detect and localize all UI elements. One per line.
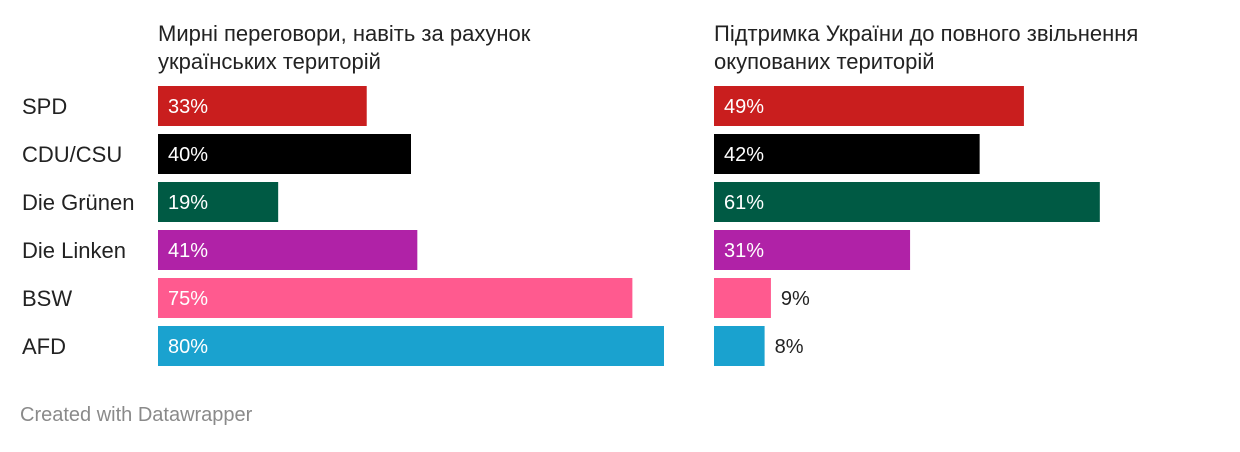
value-label: 19% (168, 192, 208, 214)
bar-afd[interactable] (714, 326, 765, 366)
bar-die-gr-nen[interactable] (714, 182, 1100, 222)
category-label: AFD (22, 334, 66, 359)
category-label: BSW (22, 286, 72, 311)
bar-bsw[interactable] (158, 278, 633, 318)
bar-cdu-csu[interactable] (714, 134, 980, 174)
category-label: SPD (22, 94, 67, 119)
value-label: 8% (775, 336, 804, 358)
value-label: 80% (168, 336, 208, 358)
value-label: 33% (168, 96, 208, 118)
panel-title-support-ukraine: Підтримка України до повного звільнення … (714, 21, 1139, 74)
value-label: 40% (168, 144, 208, 166)
bar-spd[interactable] (714, 86, 1024, 126)
bar-die-linken[interactable] (714, 230, 911, 270)
value-label: 41% (168, 240, 208, 262)
datawrapper-credit[interactable]: Created with Datawrapper (20, 404, 253, 426)
value-label: 49% (724, 96, 764, 118)
value-label: 61% (724, 192, 764, 214)
bar-bsw[interactable] (714, 278, 771, 318)
category-label: CDU/CSU (22, 142, 122, 167)
value-label: 75% (168, 288, 208, 310)
value-label: 42% (724, 144, 764, 166)
category-label: Die Grünen (22, 190, 135, 215)
bar-cdu-csu[interactable] (158, 134, 411, 174)
bar-spd[interactable] (158, 86, 367, 126)
bar-afd[interactable] (158, 326, 664, 366)
value-label: 31% (724, 240, 764, 262)
category-label: Die Linken (22, 238, 126, 263)
panel-title-peace-talks: Мирні переговори, навіть за рахунок укра… (158, 21, 531, 74)
bar-die-linken[interactable] (158, 230, 418, 270)
bar-die-gr-nen[interactable] (158, 182, 279, 222)
value-label: 9% (781, 288, 810, 310)
